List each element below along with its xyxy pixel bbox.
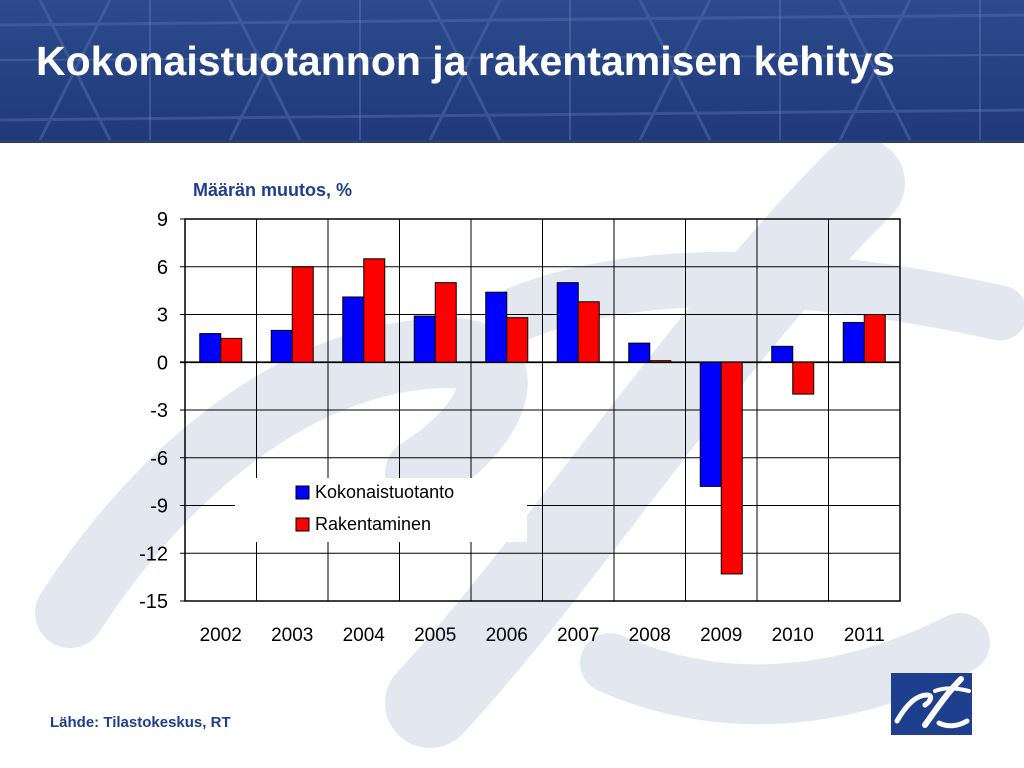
y-tick-label: 0 — [157, 352, 168, 374]
legend-label: Rakentaminen — [315, 514, 431, 534]
y-tick-label: -3 — [150, 400, 168, 422]
bar-rakentaminen-2005 — [434, 282, 457, 363]
y-tick-label: -15 — [139, 591, 168, 613]
x-tick-label: 2006 — [486, 625, 528, 646]
y-tick-label: 9 — [157, 209, 168, 231]
bar-kokonaistuotanto-2011 — [842, 321, 865, 363]
bar-rakentaminen-2006 — [506, 317, 529, 363]
bar-rakentaminen-2004 — [363, 258, 386, 363]
bar-rakentaminen-2010 — [792, 361, 815, 395]
header-banner: Kokonaistuotannon ja rakentamisen kehity… — [0, 0, 1024, 140]
x-tick-label: 2009 — [700, 625, 742, 646]
chart-legend: Kokonaistuotanto Rakentaminen — [235, 478, 527, 542]
x-tick-label: 2002 — [200, 625, 242, 646]
header-divider — [0, 140, 1024, 143]
x-tick-label: 2003 — [271, 625, 313, 646]
x-tick-label: 2004 — [343, 625, 386, 646]
source-note: Lähde: Tilastokeskus, RT — [50, 714, 231, 731]
legend-box — [235, 478, 527, 542]
legend-swatch-rakentaminen — [295, 517, 310, 532]
x-tick-label: 2010 — [772, 625, 814, 646]
slide-title: Kokonaistuotannon ja rakentamisen kehity… — [36, 38, 895, 84]
bar-rakentaminen-2007 — [577, 301, 600, 363]
y-tick-label: 6 — [157, 257, 168, 279]
y-tick-label: -12 — [139, 543, 168, 565]
y-tick-label: 3 — [157, 305, 168, 327]
bar-kokonaistuotanto-2002 — [199, 333, 222, 363]
chart-axes: 9 6 3 0 -3 -6 -9 -12 -15 2002 2003 2004 2005 2006 2007… — [139, 209, 885, 646]
bar-kokonaistuotanto-2006 — [485, 291, 508, 363]
bar-rakentaminen-2008 — [649, 360, 672, 363]
x-tick-label: 2011 — [844, 625, 885, 646]
bar-rakentaminen-2003 — [291, 266, 314, 363]
x-tick-label: 2007 — [557, 625, 599, 646]
legend-swatch-kokonaistuotanto — [295, 485, 310, 500]
header-texture — [0, 0, 1024, 140]
bar-kokonaistuotanto-2008 — [628, 342, 651, 363]
chart-grid — [180, 218, 901, 602]
y-tick-label: -9 — [150, 496, 168, 518]
rt-logo-icon — [891, 673, 972, 735]
bar-kokonaistuotanto-2005 — [413, 315, 436, 363]
chart-title: Määrän muutos, % — [193, 180, 352, 200]
bar-kokonaistuotanto-2009 — [699, 361, 722, 487]
bar-kokonaistuotanto-2003 — [270, 329, 293, 363]
bar-kokonaistuotanto-2007 — [556, 282, 579, 363]
x-tick-label: 2005 — [414, 625, 456, 646]
bar-kokonaistuotanto-2010 — [771, 345, 794, 363]
x-tick-label: 2008 — [629, 625, 671, 646]
bar-kokonaistuotanto-2004 — [342, 296, 365, 363]
bar-rakentaminen-2011 — [863, 314, 886, 363]
chart-bars — [199, 258, 886, 575]
bar-rakentaminen-2002 — [220, 337, 243, 363]
legend-label: Kokonaistuotanto — [315, 482, 454, 502]
y-tick-label: -6 — [150, 448, 168, 470]
bar-rakentaminen-2009 — [720, 361, 743, 575]
